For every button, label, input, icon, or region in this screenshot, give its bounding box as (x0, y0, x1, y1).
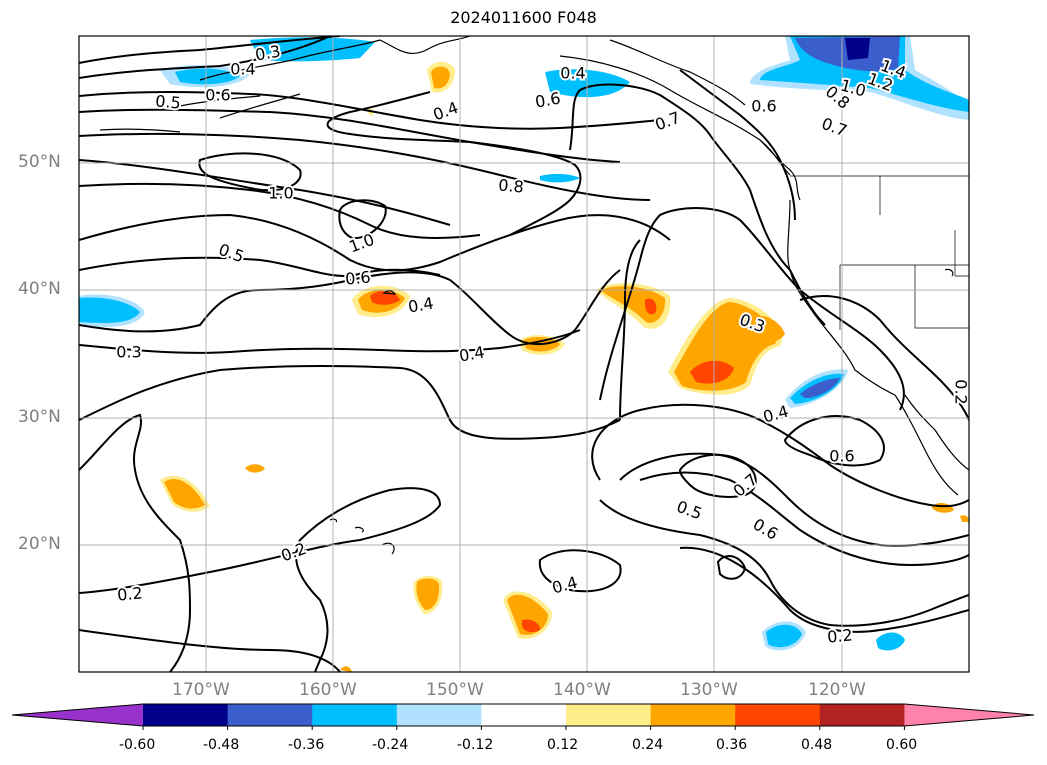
contour-label: 0.6 (534, 88, 562, 111)
contour-lines (79, 36, 969, 672)
contour-label: 0.4 (560, 64, 585, 83)
colorbar-segment (735, 704, 821, 726)
lon-label-130w: 130°W (680, 680, 738, 700)
colorbar-segment (481, 704, 567, 726)
colorbar-tick-label: 0.24 (632, 737, 664, 753)
shaded-regions (79, 36, 969, 672)
colorbar-segment (819, 704, 905, 726)
lat-label-50n: 50°N (18, 152, 61, 172)
contour-label: 0.3 (116, 343, 141, 362)
lat-label-40n: 40°N (18, 279, 61, 299)
lat-label-30n: 30°N (18, 407, 61, 427)
colorbar-segment (312, 704, 398, 726)
plot-background (79, 36, 969, 672)
contour-label: 0.8 (498, 175, 525, 196)
colorbar-tick-label: 0.12 (547, 737, 579, 753)
colorbar-extend-low (12, 704, 143, 726)
lon-label-160w: 160°W (299, 680, 357, 700)
contour-label: 0.6 (829, 447, 854, 466)
colorbar-tick-label: -0.48 (203, 737, 240, 753)
colorbar-tick-label: -0.24 (372, 737, 409, 753)
map-title: 2024011600 F048 (450, 8, 597, 27)
lon-label-120w: 120°W (808, 680, 866, 700)
colorbar-tick-label: -0.60 (119, 737, 156, 753)
contour-label: 0.6 (344, 267, 371, 288)
contour-label: 0.6 (205, 86, 230, 105)
contour-label: 0.5 (155, 91, 182, 112)
contour-label: 0.2 (826, 625, 853, 646)
lat-label-20n: 20°N (18, 534, 61, 554)
colorbar-segment (650, 704, 736, 726)
colorbar-tick-label: -0.36 (288, 737, 325, 753)
plot-frame (78, 35, 970, 673)
contour-label: 0.6 (751, 97, 776, 116)
colorbar-tick-label: -0.12 (457, 737, 494, 753)
colorbar-tick-label: 0.60 (886, 737, 918, 753)
grid-lines (79, 36, 969, 672)
contour-label: 0.4 (230, 60, 255, 79)
colorbar-tick-label: 0.48 (801, 737, 833, 753)
lon-label-170w: 170°W (172, 680, 230, 700)
colorbar (11, 703, 1035, 730)
colorbar-segment (396, 704, 482, 726)
contour-label: 0.2 (116, 583, 143, 604)
colorbar-segment (566, 704, 652, 726)
colorbar-segment (143, 704, 229, 726)
colorbar-segment (227, 704, 313, 726)
contour-label: 0.2 (952, 379, 971, 404)
lon-label-150w: 150°W (426, 680, 484, 700)
colorbar-tick-label: 0.36 (716, 737, 748, 753)
lon-label-140w: 140°W (553, 680, 611, 700)
colorbar-extend-high (904, 704, 1034, 726)
contour-label: 1.0 (268, 184, 293, 203)
contour-label: 0.4 (458, 342, 486, 365)
